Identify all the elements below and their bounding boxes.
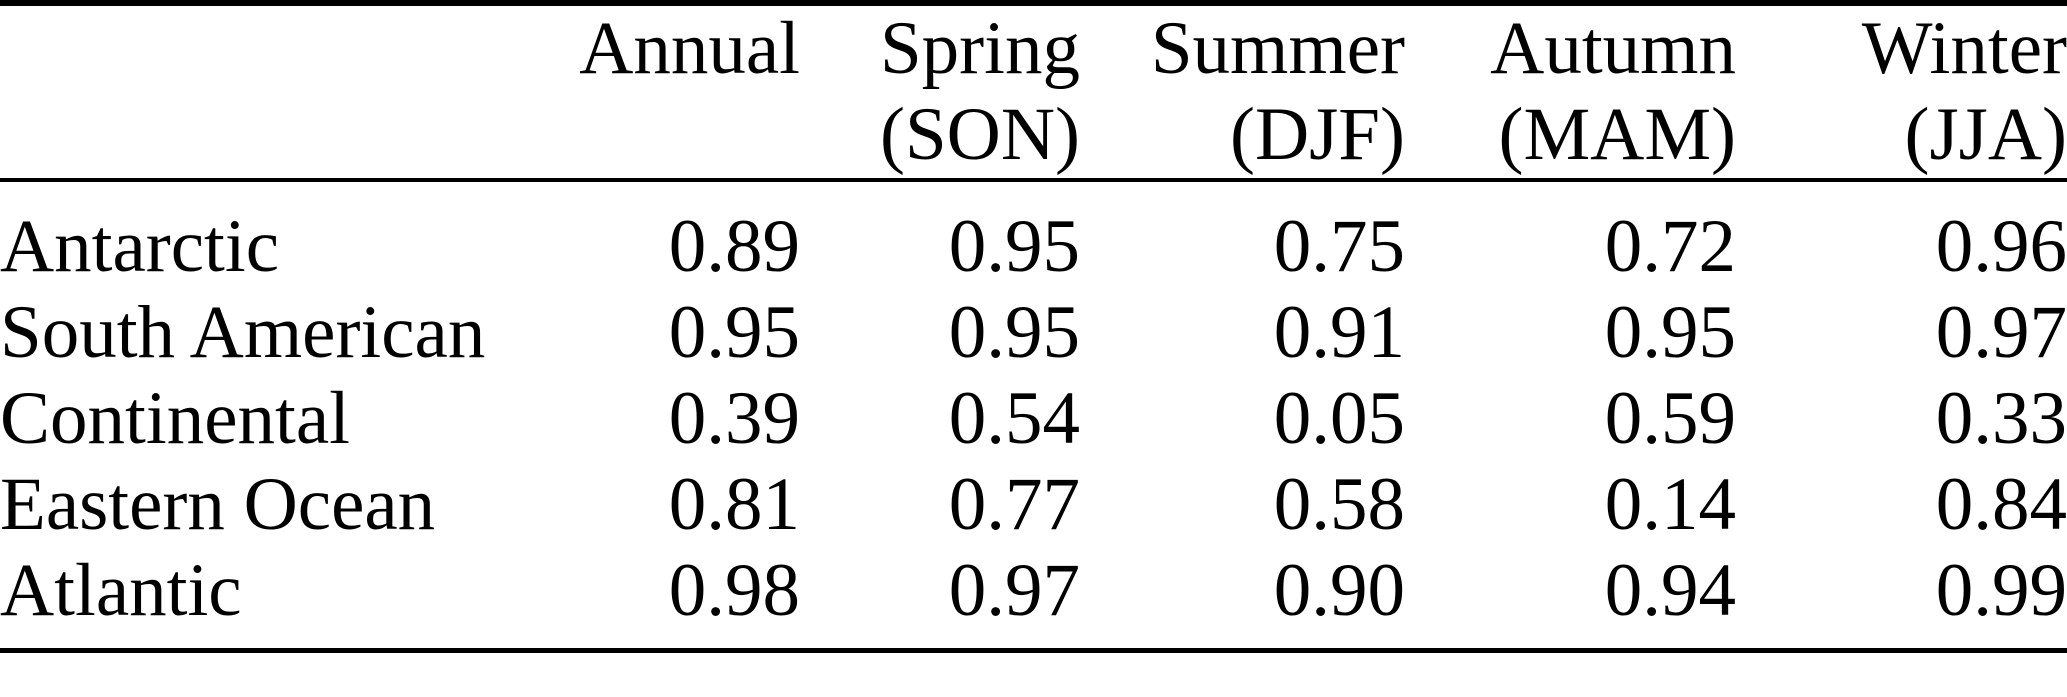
value-antarctic-spring: 0.95: [948, 205, 1080, 288]
value-continental-summer: 0.05: [1273, 377, 1405, 460]
row-label-atlantic: Atlantic: [0, 549, 242, 632]
column-header-summer: Summer (DJF): [1080, 3, 1405, 182]
value-atlantic-spring: 0.97: [948, 549, 1080, 632]
table-row-south-american: South American 0.95 0.95 0.91 0.95 0.97: [0, 290, 2067, 376]
row-label-eastern-ocean: Eastern Ocean: [0, 463, 436, 546]
column-header-annual: Annual: [560, 3, 800, 182]
corner-cell: [0, 3, 560, 182]
value-eastern-ocean-winter: 0.84: [1935, 463, 2067, 546]
column-header-autumn: Autumn (MAM): [1405, 3, 1737, 182]
column-header-spring: Spring (SON): [800, 3, 1080, 182]
value-south-american-autumn: 0.95: [1604, 291, 1736, 374]
column-header-autumn-line2: (MAM): [1498, 93, 1737, 176]
value-continental-annual: 0.39: [668, 377, 800, 460]
table-row-continental: Continental 0.39 0.54 0.05 0.59 0.33: [0, 376, 2067, 462]
value-continental-spring: 0.54: [948, 377, 1080, 460]
column-header-spring-line1: Spring: [879, 7, 1080, 90]
value-atlantic-annual: 0.98: [668, 549, 800, 632]
value-eastern-ocean-annual: 0.81: [668, 463, 800, 546]
table-row-atlantic: Atlantic 0.98 0.97 0.90 0.94 0.99: [0, 548, 2067, 651]
value-antarctic-summer: 0.75: [1273, 205, 1405, 288]
value-atlantic-winter: 0.99: [1935, 549, 2067, 632]
value-antarctic-annual: 0.89: [668, 205, 800, 288]
row-label-antarctic: Antarctic: [0, 205, 280, 288]
column-header-autumn-line1: Autumn: [1490, 7, 1736, 90]
value-south-american-summer: 0.91: [1273, 291, 1405, 374]
row-label-continental: Continental: [0, 377, 350, 460]
value-south-american-winter: 0.97: [1935, 291, 2067, 374]
value-continental-autumn: 0.59: [1604, 377, 1736, 460]
table-row-antarctic: Antarctic 0.89 0.95 0.75 0.72 0.96: [0, 180, 2067, 290]
value-atlantic-autumn: 0.94: [1604, 549, 1736, 632]
value-south-american-annual: 0.95: [668, 291, 800, 374]
value-south-american-spring: 0.95: [948, 291, 1080, 374]
value-atlantic-summer: 0.90: [1273, 549, 1405, 632]
value-continental-winter: 0.33: [1935, 377, 2067, 460]
value-antarctic-winter: 0.96: [1935, 205, 2067, 288]
column-header-winter: Winter (JJA): [1736, 3, 2067, 182]
value-eastern-ocean-summer: 0.58: [1273, 463, 1405, 546]
value-antarctic-autumn: 0.72: [1604, 205, 1736, 288]
value-eastern-ocean-autumn: 0.14: [1604, 463, 1736, 546]
column-header-winter-line1: Winter: [1861, 7, 2067, 90]
column-header-spring-line2: (SON): [880, 93, 1080, 176]
table-row-eastern-ocean: Eastern Ocean 0.81 0.77 0.58 0.14 0.84: [0, 462, 2067, 548]
row-label-south-american: South American: [0, 291, 486, 374]
header-row: Annual Spring (SON) Summer (DJF) Autumn …: [0, 3, 2067, 182]
column-header-summer-line2: (DJF): [1229, 93, 1405, 176]
column-header-annual-line1: Annual: [579, 7, 800, 90]
seasonal-values-table: Annual Spring (SON) Summer (DJF) Autumn …: [0, 0, 2067, 653]
column-header-winter-line2: (JJA): [1904, 93, 2067, 176]
value-eastern-ocean-spring: 0.77: [948, 463, 1080, 546]
column-header-summer-line1: Summer: [1150, 7, 1405, 90]
